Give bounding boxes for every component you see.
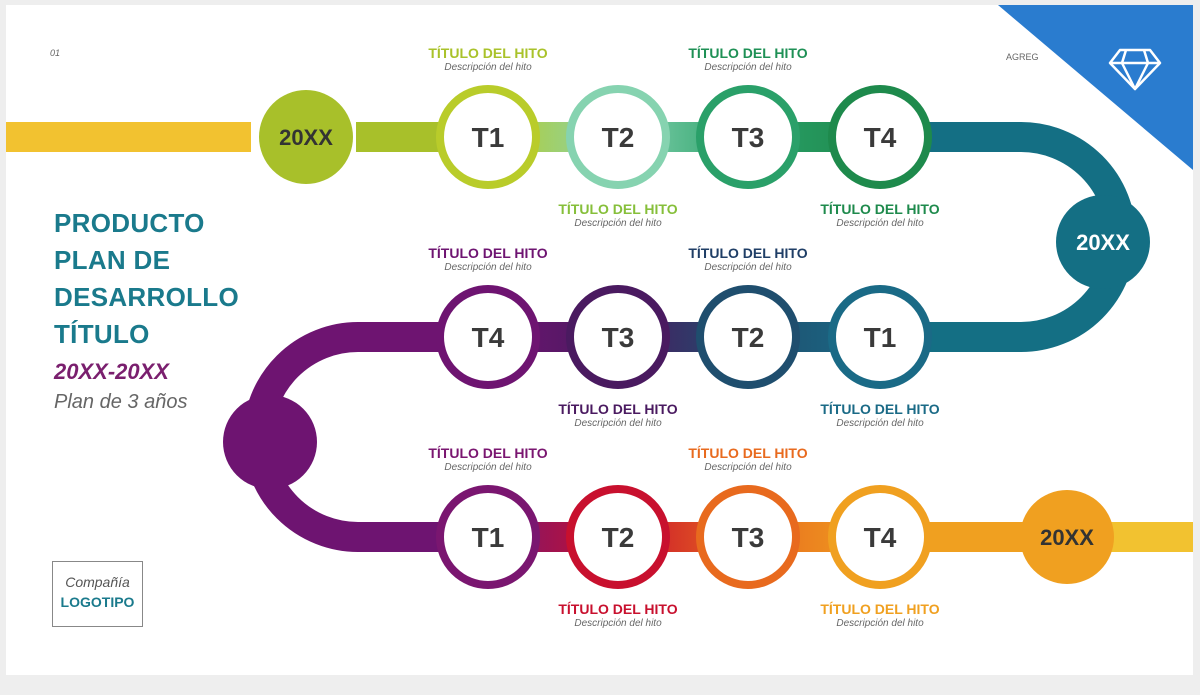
milestone-title: TÍTULO DEL HITO <box>688 245 808 261</box>
logo-company-name: Compañía <box>65 574 130 590</box>
milestone-description: Descripción del hito <box>574 618 662 629</box>
title-line-3: DESARROLLO <box>54 282 239 312</box>
year-range: 20XX-20XX <box>54 359 169 384</box>
milestone-text: TÍTULO DEL HITO Descripción del hito <box>658 245 838 274</box>
plan-duration: Plan de 3 años <box>54 391 188 413</box>
logo-text: LOGOTIPO <box>60 594 135 610</box>
milestone-circle <box>696 85 800 189</box>
year-circle <box>1056 195 1150 289</box>
milestone-title: TÍTULO DEL HITO <box>688 445 808 461</box>
milestone-label: T4 <box>864 522 897 553</box>
milestone-title: TÍTULO DEL HITO <box>820 201 940 217</box>
milestone-title: TÍTULO DEL HITO <box>558 601 678 617</box>
milestone-text: TÍTULO DEL HITO Descripción del hito <box>398 45 578 74</box>
title-line-4: TÍTULO <box>54 319 150 349</box>
milestone-description: Descripción del hito <box>574 218 662 229</box>
milestone-description: Descripción del hito <box>704 462 792 473</box>
milestone-circle <box>566 285 670 389</box>
year-circle <box>1020 490 1114 584</box>
milestone-description: Descripción del hito <box>444 462 532 473</box>
milestone-circle <box>696 285 800 389</box>
title-block: PRODUCTO PLAN DE DESARROLLO TÍTULO 20XX-… <box>54 205 239 414</box>
slide: 20XX 20XX 20XX T1 T2 T3 T4 T4 T3 T2 T1 T1 T2 T3 T4 01 … <box>6 5 1193 675</box>
milestone-label: T2 <box>732 322 765 353</box>
track-segment <box>1106 522 1193 552</box>
milestone-description: Descripción del hito <box>444 262 532 273</box>
year-circle <box>259 90 353 184</box>
milestone-description: Descripción del hito <box>836 618 924 629</box>
milestone-label: T3 <box>732 522 765 553</box>
agregar-text: AGREG <box>1006 52 1039 62</box>
milestone-text: TÍTULO DEL HITO Descripción del hito <box>790 201 970 230</box>
milestone-circle <box>696 485 800 589</box>
milestone-circle <box>566 85 670 189</box>
track-segment <box>6 122 251 152</box>
milestone-title: TÍTULO DEL HITO <box>428 445 548 461</box>
roadmap-diagram: 20XX 20XX 20XX T1 T2 T3 T4 T4 T3 T2 T1 T1 T2 T3 T4 <box>6 85 1193 589</box>
company-logo[interactable]: Compañía LOGOTIPO <box>52 561 143 627</box>
milestone-text: TÍTULO DEL HITO Descripción del hito <box>658 445 838 474</box>
corner-badge[interactable] <box>998 5 1193 170</box>
milestone-description: Descripción del hito <box>836 418 924 429</box>
milestone-text: TÍTULO DEL HITO Descripción del hito <box>398 445 578 474</box>
milestone-title: TÍTULO DEL HITO <box>428 245 548 261</box>
milestone-text: TÍTULO DEL HITO Descripción del hito <box>790 401 970 430</box>
milestone-circle <box>436 285 540 389</box>
year-label: 20XX <box>1040 525 1094 550</box>
year-label: 20XX <box>279 125 333 150</box>
milestone-text: TÍTULO DEL HITO Descripción del hito <box>528 201 708 230</box>
milestone-description: Descripción del hito <box>836 218 924 229</box>
milestone-text: TÍTULO DEL HITO Descripción del hito <box>528 401 708 430</box>
milestone-description: Descripción del hito <box>574 418 662 429</box>
track-segment <box>356 122 446 152</box>
milestone-description: Descripción del hito <box>704 262 792 273</box>
milestone-title: TÍTULO DEL HITO <box>558 201 678 217</box>
milestone-circle <box>436 485 540 589</box>
milestone-label: T2 <box>602 122 635 153</box>
milestone-label: T4 <box>472 322 505 353</box>
title-line-1: PRODUCTO <box>54 208 205 238</box>
milestone-label: T1 <box>864 322 897 353</box>
milestone-circle <box>828 85 932 189</box>
year-circle <box>223 395 317 489</box>
milestone-circle <box>436 85 540 189</box>
milestone-label: T4 <box>864 122 897 153</box>
milestone-title: TÍTULO DEL HITO <box>820 601 940 617</box>
milestone-label: T3 <box>602 322 635 353</box>
milestone-circle <box>566 485 670 589</box>
milestone-circle <box>828 485 932 589</box>
milestone-text: TÍTULO DEL HITO Descripción del hito <box>790 601 970 630</box>
milestone-text: TÍTULO DEL HITO Descripción del hito <box>658 45 838 74</box>
milestone-circle <box>828 285 932 389</box>
milestone-label: T1 <box>472 122 505 153</box>
milestone-text: TÍTULO DEL HITO Descripción del hito <box>528 601 708 630</box>
milestone-description: Descripción del hito <box>704 62 792 73</box>
milestone-title: TÍTULO DEL HITO <box>688 45 808 61</box>
milestone-title: TÍTULO DEL HITO <box>558 401 678 417</box>
milestone-label: T1 <box>472 522 505 553</box>
milestone-title: TÍTULO DEL HITO <box>428 45 548 61</box>
diamond-icon <box>1108 48 1162 91</box>
title-line-2: PLAN DE <box>54 245 171 275</box>
milestone-label: T2 <box>602 522 635 553</box>
milestone-text: TÍTULO DEL HITO Descripción del hito <box>398 245 578 274</box>
milestone-label: T3 <box>732 122 765 153</box>
milestone-title: TÍTULO DEL HITO <box>820 401 940 417</box>
page-number: 01 <box>50 48 61 58</box>
year-label: 20XX <box>1076 230 1130 255</box>
milestone-description: Descripción del hito <box>444 62 532 73</box>
